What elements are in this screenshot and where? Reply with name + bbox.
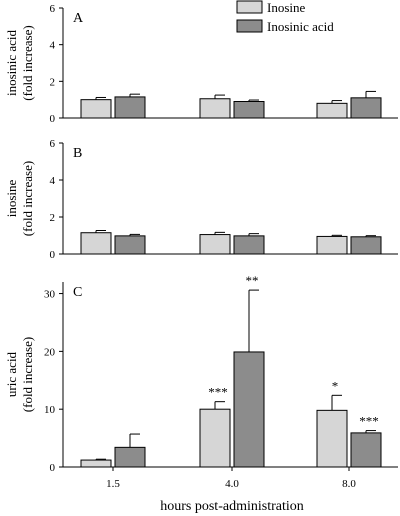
- significance-label: *: [332, 378, 339, 393]
- y-axis-label: uric acid: [4, 351, 19, 397]
- bar: [316, 235, 348, 255]
- significance-label: ***: [359, 414, 379, 429]
- bar: [316, 409, 348, 468]
- y-tick-label: 2: [50, 76, 56, 88]
- bar: [80, 99, 112, 119]
- bar: [80, 459, 112, 468]
- bar: [199, 234, 231, 255]
- x-axis-label: hours post-administration: [160, 499, 304, 514]
- panel-letter: A: [73, 11, 84, 26]
- y-tick-label: 4: [50, 40, 56, 52]
- significance-label: **: [246, 273, 259, 288]
- y-tick-label: 20: [44, 346, 56, 358]
- y-tick-label: 10: [44, 404, 56, 416]
- y-tick-label: 4: [50, 175, 56, 187]
- bar: [350, 97, 382, 119]
- bar: [199, 408, 231, 468]
- bar: [316, 102, 348, 119]
- legend: Inosine Inosinic acid: [236, 0, 334, 34]
- bar: [233, 235, 265, 255]
- panel-letter: B: [73, 146, 82, 161]
- bar: [233, 101, 265, 119]
- bar: [114, 235, 146, 255]
- legend-label: Inosine: [267, 0, 306, 15]
- y-tick-label: 0: [50, 462, 56, 474]
- bar: [114, 446, 146, 468]
- bar: [350, 236, 382, 255]
- bar: [350, 432, 382, 468]
- y-tick-label: 0: [50, 113, 56, 125]
- y-tick-label: 2: [50, 212, 56, 224]
- x-tick-label: 8.0: [342, 478, 356, 490]
- bar: [199, 98, 231, 119]
- y-axis-label: inosine: [4, 179, 19, 217]
- y-tick-label: 30: [44, 289, 56, 301]
- y-axis-label: (fold increase): [20, 25, 35, 100]
- legend-swatch: [236, 0, 263, 14]
- y-axis-label: inosinic acid: [4, 29, 19, 96]
- bar: [114, 96, 146, 119]
- x-tick-label: 1.5: [106, 478, 120, 490]
- legend-label: Inosinic acid: [267, 19, 334, 34]
- y-tick-label: 6: [50, 138, 56, 150]
- bar: [80, 232, 112, 255]
- y-axis-label: (fold increase): [20, 337, 35, 412]
- bar: [233, 351, 265, 468]
- y-axis-label: (fold increase): [20, 161, 35, 236]
- legend-swatch: [236, 19, 263, 33]
- y-tick-label: 0: [50, 249, 56, 261]
- x-tick-label: 4.0: [225, 478, 239, 490]
- significance-label: ***: [208, 385, 228, 400]
- y-tick-label: 6: [50, 3, 56, 15]
- panel-letter: C: [73, 285, 82, 300]
